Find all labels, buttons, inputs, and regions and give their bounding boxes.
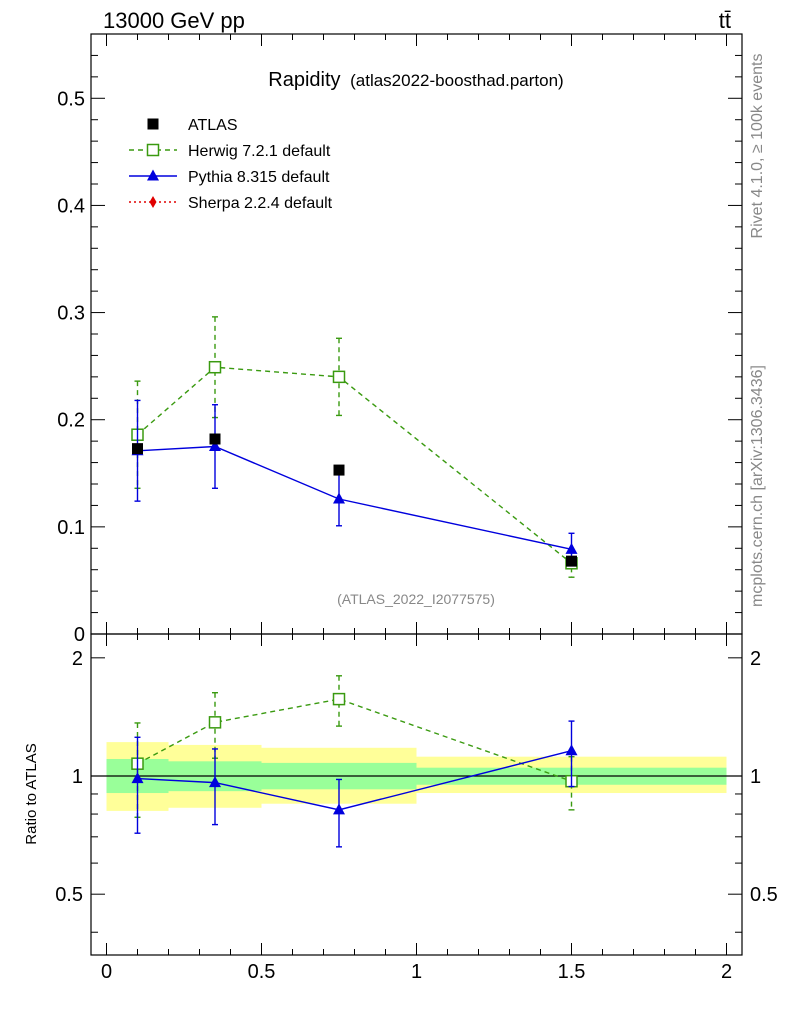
main-y-tick-label: 0.4 xyxy=(57,195,85,217)
main-point-atlas xyxy=(566,555,577,567)
ratio-point-herwig xyxy=(332,692,346,706)
legend-label-atlas: ATLAS xyxy=(188,117,238,134)
main-point-pythia xyxy=(209,440,221,451)
mcplots-reference-label: mcplots.cern.ch [arXiv:1306.3436] xyxy=(749,365,766,607)
legend-marker-atlas xyxy=(147,118,159,130)
main-axis-ticks: 0 0.1 0.2 0.3 0.4 0.5 xyxy=(57,34,742,646)
main-series-atlas xyxy=(132,433,577,567)
x-tick-label: 1 xyxy=(411,961,422,983)
main-plot-frame xyxy=(90,33,743,635)
ratio-point-pythia xyxy=(333,803,345,815)
ratio-panel: 0.5 0.5 1 1 2 2 0 0.5 1 1.5 2 Ratio to ATLAS xyxy=(23,633,778,983)
main-line-herwig xyxy=(137,366,572,564)
x-tick-label: 0.5 xyxy=(248,961,276,983)
ratio-point-pythia xyxy=(131,772,144,784)
main-y-tick-label: 0.1 xyxy=(57,517,85,539)
ratio-y-tick-label-left: 2 xyxy=(72,648,83,670)
legend: ATLAS Herwig 7.2.1 default Pythia 8.315 de… xyxy=(129,117,333,212)
ratio-line-herwig xyxy=(137,698,572,782)
main-point-pythia xyxy=(333,492,345,504)
x-tick-label: 2 xyxy=(721,961,732,983)
legend-marker-herwig xyxy=(146,143,160,157)
legend-entry-sherpa: Sherpa 2.2.4 default xyxy=(129,195,333,212)
legend-label-pythia: Pythia 8.315 default xyxy=(188,169,330,186)
main-panel: 0 0.1 0.2 0.3 0.4 0.5 Rapidity (atlas2022-boo… xyxy=(57,33,743,646)
x-tick-label: 1.5 xyxy=(558,961,586,983)
ratio-y-tick-label-right: 2 xyxy=(750,648,761,670)
main-plot-title: Rapidity (atlas2022-boosthad.parton) xyxy=(268,69,563,91)
ratio-axis-ticks: 0.5 0.5 1 1 2 2 0 0.5 1 1.5 2 xyxy=(55,634,778,983)
main-point-pythia xyxy=(565,542,578,554)
ratio-line-pythia xyxy=(137,750,572,811)
legend-label-herwig: Herwig 7.2.1 default xyxy=(188,143,331,160)
main-y-tick-label: 0.5 xyxy=(57,88,85,110)
main-point-atlas xyxy=(333,464,345,476)
ratio-y-axis-label: Ratio to ATLAS xyxy=(23,743,40,844)
main-point-atlas xyxy=(209,433,221,445)
ratio-series-layer xyxy=(131,675,578,848)
ratio-uncertainty-bands xyxy=(91,742,742,811)
main-point-atlas xyxy=(132,443,143,455)
legend-marker-sherpa xyxy=(149,196,157,208)
main-y-tick-label: 0 xyxy=(74,624,85,646)
ratio-y-tick-label-right: 0.5 xyxy=(750,884,778,906)
legend-label-sherpa: Sherpa 2.2.4 default xyxy=(188,195,333,212)
legend-entry-pythia: Pythia 8.315 default xyxy=(129,169,330,186)
x-tick-label: 0 xyxy=(101,961,112,983)
main-line-pythia xyxy=(137,445,572,551)
main-plot-title-text: Rapidity xyxy=(268,69,340,91)
main-plot-subtitle-text: (atlas2022-boosthad.parton) xyxy=(350,71,564,90)
main-point-herwig xyxy=(208,360,222,374)
ratio-y-tick-label-left: 0.5 xyxy=(55,884,83,906)
main-series-layer xyxy=(131,316,578,578)
main-y-tick-label: 0.3 xyxy=(57,303,85,325)
ratio-y-tick-label-right: 1 xyxy=(750,766,761,788)
main-point-herwig xyxy=(332,370,346,384)
header-collision-label: 13000 GeV pp xyxy=(103,8,245,33)
ratio-series-pythia xyxy=(131,720,578,848)
rivet-version-label: Rivet 4.1.0, ≥ 100k events xyxy=(749,54,766,239)
legend-entry-herwig: Herwig 7.2.1 default xyxy=(129,143,331,160)
ratio-point-pythia xyxy=(565,744,578,756)
ratio-point-herwig xyxy=(208,716,222,729)
header-process-label: tt̄ xyxy=(719,8,731,33)
legend-marker-pythia xyxy=(147,169,159,181)
ratio-y-tick-label-left: 1 xyxy=(72,766,83,788)
legend-entry-atlas: ATLAS xyxy=(147,117,238,134)
analysis-watermark: (ATLAS_2022_I2077575) xyxy=(337,591,495,607)
main-y-tick-label: 0.2 xyxy=(57,410,85,432)
ratio-point-pythia xyxy=(209,776,221,788)
